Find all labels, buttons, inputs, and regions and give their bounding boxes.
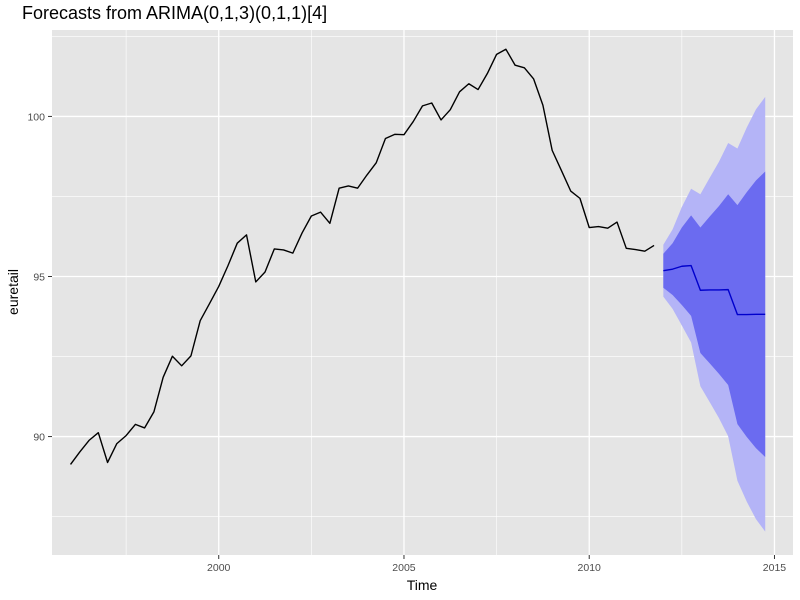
x-axis-title: Time — [407, 577, 438, 593]
x-tick-label: 2000 — [207, 562, 231, 574]
y-axis: 90 95 100 — [27, 111, 52, 444]
y-tick-label: 90 — [33, 432, 45, 444]
minor-gridlines — [52, 30, 793, 555]
series-lines — [69, 48, 766, 465]
x-tick-label: 2015 — [763, 562, 787, 574]
prediction-intervals — [663, 96, 766, 532]
chart-title: Forecasts from ARIMA(0,1,3)(0,1,1)[4] — [22, 3, 328, 23]
y-tick-label: 100 — [27, 111, 45, 123]
interval-80-band — [663, 171, 766, 458]
forecast-line — [663, 264, 766, 316]
history-line — [69, 48, 655, 465]
x-axis: 2000 2005 2010 2015 — [207, 555, 786, 574]
y-tick-label: 95 — [33, 271, 45, 283]
y-axis-title: euretail — [5, 269, 21, 315]
major-gridlines — [52, 30, 793, 555]
x-tick-label: 2005 — [392, 562, 416, 574]
x-tick-label: 2010 — [578, 562, 602, 574]
